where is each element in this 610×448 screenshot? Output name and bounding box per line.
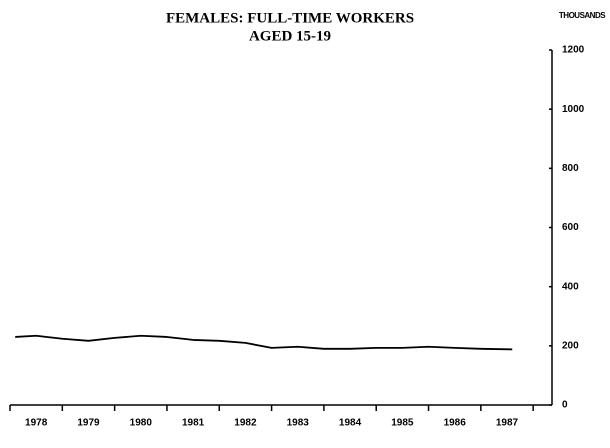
x-tick-label: 1983 — [287, 418, 310, 429]
x-tick-label: 1980 — [130, 418, 153, 429]
chart-title: FEMALES: FULL-TIME WORKERS — [166, 10, 414, 26]
chart-subtitle: AGED 15-19 — [249, 28, 331, 44]
y-tick-label: 0 — [562, 400, 568, 411]
x-tick-label: 1982 — [234, 418, 257, 429]
y-axis-label: THOUSANDS — [559, 11, 606, 20]
y-tick-label: 1000 — [562, 104, 585, 115]
x-tick-label: 1986 — [444, 418, 467, 429]
y-tick-label: 400 — [562, 281, 579, 292]
data-line — [15, 334, 513, 351]
x-tick-label: 1985 — [391, 418, 414, 429]
x-tick-label: 1981 — [182, 418, 205, 429]
y-tick-label: 200 — [562, 340, 579, 351]
x-tick-label: 1987 — [496, 418, 519, 429]
y-tick-label: 1200 — [562, 45, 585, 56]
x-tick-label: 1979 — [77, 418, 100, 429]
x-tick-label: 1978 — [25, 418, 48, 429]
y-tick-label: 600 — [562, 222, 579, 233]
y-tick-label: 800 — [562, 163, 579, 174]
x-tick-label: 1984 — [339, 418, 362, 429]
